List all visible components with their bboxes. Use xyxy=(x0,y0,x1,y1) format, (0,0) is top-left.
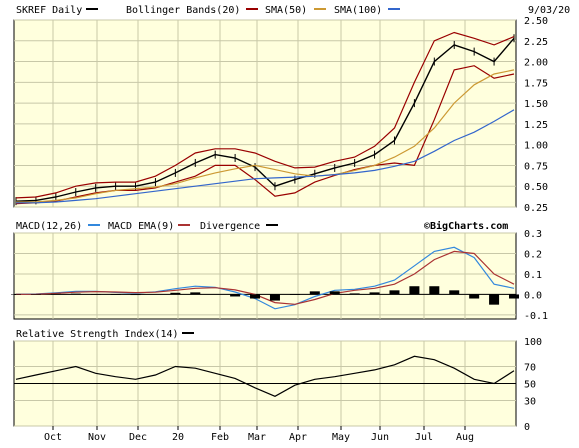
divergence-bar xyxy=(409,286,420,295)
x-tick-label: Dec xyxy=(129,432,147,443)
sma100-label: SMA(100) xyxy=(334,5,382,16)
y-tick-label: 100 xyxy=(524,337,542,348)
x-tick-label: Jun xyxy=(371,432,389,443)
y-tick-label: 1.50 xyxy=(524,99,548,110)
divergence-bar xyxy=(210,294,221,295)
y-tick-label: 1.75 xyxy=(524,78,548,89)
sma50-line xyxy=(16,69,515,203)
divergence-bar xyxy=(309,291,320,295)
divergence-bar xyxy=(369,292,380,295)
y-tick-label: 70 xyxy=(524,363,536,374)
divergence-bar xyxy=(329,291,340,295)
divergence-bar xyxy=(70,293,81,295)
divergence-bar xyxy=(349,293,360,295)
y-tick-label: 0.75 xyxy=(524,161,548,172)
y-tick-label: 50 xyxy=(524,380,536,391)
sma50-label: SMA(50) xyxy=(265,5,307,16)
price-line xyxy=(15,37,515,202)
x-tick-label: 20 xyxy=(172,432,184,443)
macd-ema-line xyxy=(15,250,515,305)
chart-date: 9/03/20 xyxy=(528,5,570,16)
y-tick-label: 0.2 xyxy=(524,249,542,260)
y-tick-label: 0 xyxy=(524,422,530,433)
divergence-bar xyxy=(90,294,101,295)
x-tick-label: Aug xyxy=(456,432,474,443)
sma100-line xyxy=(16,109,515,204)
y-tick-label: 30 xyxy=(524,397,536,408)
y-tick-label: 1.25 xyxy=(524,120,548,131)
watermark: ©BigCharts.com xyxy=(424,220,508,232)
divergence-bar xyxy=(150,294,161,295)
divergence-bar xyxy=(289,294,300,295)
macd-ema-label: MACD EMA(9) xyxy=(108,221,174,232)
divergence-bar xyxy=(30,294,41,295)
macd-label: MACD(12,26) xyxy=(16,221,82,232)
y-tick-label: 0.25 xyxy=(524,203,548,214)
x-tick-label: Feb xyxy=(211,432,229,443)
y-tick-label: 2.50 xyxy=(524,16,548,27)
divergence-bar xyxy=(469,294,480,299)
x-tick-label: Nov xyxy=(88,432,106,443)
divergence-bar xyxy=(110,294,121,295)
divergence-bar xyxy=(11,294,21,295)
y-tick-label: 1.00 xyxy=(524,141,548,152)
symbol-label: SKREF Daily xyxy=(16,5,82,16)
divergence-bar xyxy=(130,294,141,296)
rsi-label: Relative Strength Index(14) xyxy=(16,329,179,340)
bollinger-lower xyxy=(15,65,515,205)
divergence-bar xyxy=(170,292,181,295)
bollinger-label: Bollinger Bands(20) xyxy=(126,5,240,16)
bollinger-upper xyxy=(15,31,515,199)
rsi-line xyxy=(15,355,515,397)
divergence-bar xyxy=(250,294,261,299)
y-tick-label: 0.50 xyxy=(524,182,548,193)
divergence-bar xyxy=(449,290,460,295)
divergence-label: Divergence xyxy=(200,221,260,232)
divergence-bar xyxy=(50,293,61,295)
price-panel xyxy=(13,19,517,208)
divergence-bar xyxy=(509,294,519,299)
divergence-bar xyxy=(489,294,500,305)
y-tick-label: 2.00 xyxy=(524,58,548,69)
y-tick-label: 0.0 xyxy=(524,290,542,301)
y-tick-label: 0.3 xyxy=(524,229,542,240)
y-tick-label: 2.25 xyxy=(524,37,548,48)
divergence-bar xyxy=(190,292,201,295)
divergence-bar xyxy=(389,290,400,295)
y-tick-label: 0.1 xyxy=(524,270,542,281)
divergence-bar xyxy=(230,294,241,297)
divergence-histogram xyxy=(11,286,519,305)
y-tick-label: -0.1 xyxy=(524,311,548,322)
x-tick-label: Mar xyxy=(248,432,266,443)
divergence-bar xyxy=(429,286,440,295)
x-tick-label: May xyxy=(332,432,350,443)
x-tick-label: Apr xyxy=(289,432,307,443)
x-tick-label: Oct xyxy=(44,432,62,443)
macd-panel xyxy=(13,232,517,320)
x-tick-label: Jul xyxy=(415,432,433,443)
divergence-bar xyxy=(269,294,280,301)
